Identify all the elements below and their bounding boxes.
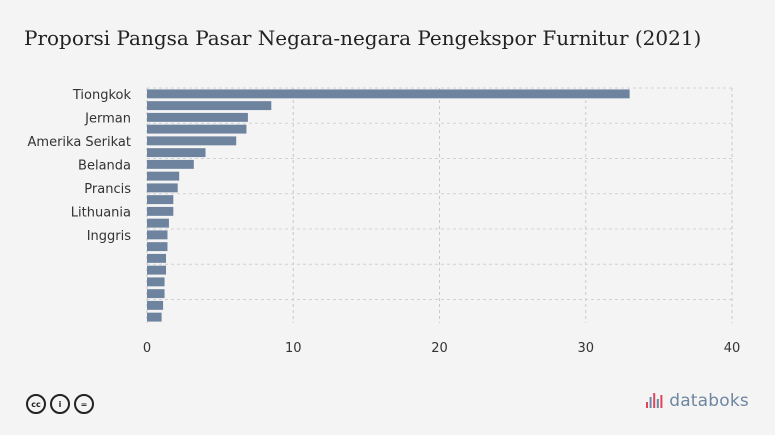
bar[interactable] (147, 289, 165, 299)
logo-bar (649, 397, 652, 408)
bar[interactable] (147, 265, 167, 275)
x-tick-label: 0 (143, 341, 151, 356)
category-label: Tiongkok (72, 88, 132, 103)
bar[interactable] (147, 300, 164, 310)
bar[interactable] (147, 112, 248, 122)
x-tick-label: 30 (577, 341, 594, 356)
license-icons: cc i = (26, 394, 94, 414)
databoks-logo-icon (646, 393, 663, 408)
x-tick-label: 20 (431, 341, 448, 356)
logo-bar (657, 399, 660, 408)
bar[interactable] (147, 183, 178, 193)
bar[interactable] (147, 148, 206, 158)
no-derivatives-icon: = (74, 394, 94, 414)
bar[interactable] (147, 171, 180, 181)
x-axis-ticks: 0 10 20 30 40 (143, 341, 740, 356)
bar[interactable] (147, 101, 272, 111)
grid-lines (146, 87, 733, 323)
chart-title: Proporsi Pangsa Pasar Negara-negara Peng… (24, 26, 702, 50)
bar[interactable] (147, 277, 165, 287)
logo-bar (653, 393, 656, 408)
bars (147, 89, 630, 322)
bar[interactable] (147, 312, 162, 322)
bar[interactable] (147, 195, 174, 205)
bar[interactable] (147, 253, 167, 263)
bar[interactable] (147, 218, 169, 228)
brand-name: databoks (669, 391, 749, 411)
databoks-logo[interactable]: databoks (645, 391, 749, 411)
bar[interactable] (147, 230, 168, 240)
x-tick-label: 40 (724, 341, 741, 356)
bar[interactable] (147, 206, 174, 216)
bar[interactable] (147, 89, 630, 99)
x-tick-label: 10 (285, 341, 302, 356)
attribution-icon: i (50, 394, 70, 414)
category-label: Lithuania (71, 205, 131, 220)
category-label: Prancis (84, 182, 131, 197)
category-labels: Tiongkok Jerman Amerika Serikat Belanda Pran… (28, 88, 132, 244)
bar[interactable] (147, 242, 168, 252)
category-label: Amerika Serikat (28, 135, 131, 150)
bar[interactable] (147, 124, 247, 134)
category-label: Belanda (78, 158, 131, 173)
category-label: Inggris (87, 229, 132, 244)
logo-bar (646, 402, 649, 408)
category-label: Jerman (84, 111, 131, 126)
logo-bar (660, 395, 663, 408)
bar[interactable] (147, 136, 237, 146)
bar[interactable] (147, 159, 194, 169)
cc-icon: cc (26, 394, 46, 414)
